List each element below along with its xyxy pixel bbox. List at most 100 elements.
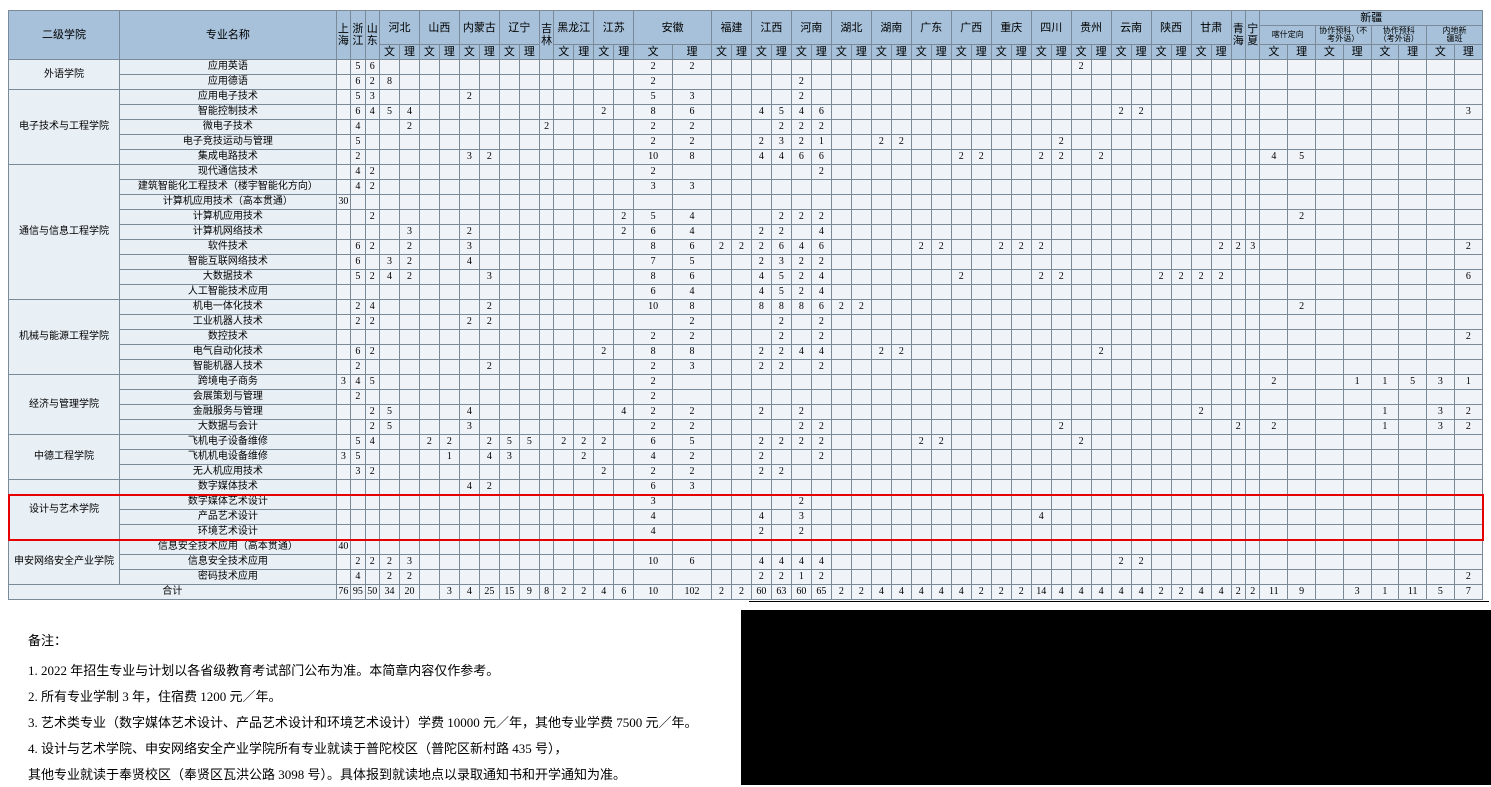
cell-henan_w xyxy=(791,315,811,330)
cell-gx_l xyxy=(971,510,991,525)
cell-hebei_w xyxy=(379,195,399,210)
cell-jilin xyxy=(539,60,553,75)
cell-gd_w xyxy=(911,285,931,300)
cell-ndjb_w xyxy=(1427,480,1455,495)
cell-js_w xyxy=(594,555,614,570)
cell-hlj_w xyxy=(554,420,574,435)
cell-neimeng_w xyxy=(459,375,479,390)
cell-sh xyxy=(336,360,350,375)
cell-shaanxi_l xyxy=(1171,450,1191,465)
cell-gd_l xyxy=(931,120,951,135)
cell-hlj_l xyxy=(574,570,594,585)
total-anhui_l: 102 xyxy=(673,585,712,600)
cell-neimeng_l: 2 xyxy=(479,480,499,495)
cell-ksdx_l xyxy=(1288,375,1316,390)
cell-cq_w xyxy=(991,330,1011,345)
cell-hubei_w xyxy=(831,375,851,390)
cell-shanxi_w xyxy=(419,540,439,555)
cell-qinghai xyxy=(1231,150,1245,165)
cell-henan_l: 6 xyxy=(811,240,831,255)
cell-zj: 6 xyxy=(351,105,365,120)
cell-hunan_l xyxy=(891,75,911,90)
cell-jx_l xyxy=(771,495,791,510)
cell-gx_l xyxy=(971,570,991,585)
cell-ndjb_l xyxy=(1454,345,1482,360)
data-row: 计算机应用技术22542222 xyxy=(9,210,1483,225)
cell-anhui_w xyxy=(634,570,673,585)
cell-js_l xyxy=(614,195,634,210)
cell-sc_l: 2 xyxy=(1051,135,1071,150)
cell-hunan_l xyxy=(891,480,911,495)
total-hubei_w: 2 xyxy=(831,585,851,600)
cell-ndjb_w xyxy=(1427,315,1455,330)
total-ndjb_w: 5 xyxy=(1427,585,1455,600)
cell-xzyk1_w xyxy=(1315,480,1343,495)
cell-gx_w xyxy=(951,75,971,90)
cell-jx_w: 2 xyxy=(751,360,771,375)
sub-wen: 文 xyxy=(791,45,811,60)
cell-sh xyxy=(336,270,350,285)
cell-jx_w: 4 xyxy=(751,555,771,570)
cell-hunan_w xyxy=(871,255,891,270)
cell-gx_l xyxy=(971,360,991,375)
cell-neimeng_l xyxy=(479,105,499,120)
cell-shaanxi_w xyxy=(1151,420,1171,435)
cell-ksdx_l xyxy=(1288,465,1316,480)
cell-sh: 3 xyxy=(336,450,350,465)
cell-ndjb_l xyxy=(1454,90,1482,105)
cell-zj xyxy=(351,495,365,510)
cell-jx_w: 8 xyxy=(751,300,771,315)
cell-xzyk2_l xyxy=(1399,195,1427,210)
cell-gs_l xyxy=(1211,75,1231,90)
total-yn_w: 4 xyxy=(1111,585,1131,600)
cell-ndjb_l: 2 xyxy=(1454,570,1482,585)
cell-shanxi_l xyxy=(439,270,459,285)
cell-gx_w: 2 xyxy=(951,270,971,285)
cell-zj: 3 xyxy=(351,465,365,480)
cell-shaanxi_w xyxy=(1151,375,1171,390)
cell-liaoning_l xyxy=(519,300,539,315)
cell-jilin xyxy=(539,525,553,540)
cell-ksdx_l xyxy=(1288,75,1316,90)
cell-xzyk1_w xyxy=(1315,315,1343,330)
cell-henan_w: 6 xyxy=(791,150,811,165)
cell-anhui_w xyxy=(634,195,673,210)
cell-liaoning_w xyxy=(499,75,519,90)
cell-hebei_l xyxy=(399,420,419,435)
cell-ksdx_w xyxy=(1260,405,1288,420)
cell-shanxi_w xyxy=(419,315,439,330)
cell-zj: 5 xyxy=(351,60,365,75)
college-cell: 中德工程学院 xyxy=(9,435,120,480)
cell-xzyk1_w xyxy=(1315,405,1343,420)
cell-jx_l xyxy=(771,405,791,420)
cell-hlj_l xyxy=(574,210,594,225)
cell-neimeng_l xyxy=(479,120,499,135)
cell-hlj_w xyxy=(554,450,574,465)
cell-gd_w xyxy=(911,135,931,150)
cell-xzyk2_l xyxy=(1399,405,1427,420)
cell-hebei_l xyxy=(399,525,419,540)
sub-li: 理 xyxy=(1343,45,1371,60)
cell-fj_w xyxy=(711,420,731,435)
cell-hebei_w xyxy=(379,60,399,75)
cell-neimeng_l xyxy=(479,255,499,270)
cell-ksdx_l xyxy=(1288,120,1316,135)
major-cell: 人工智能技术应用 xyxy=(120,285,337,300)
cell-sc_l xyxy=(1051,375,1071,390)
cell-hebei_w xyxy=(379,315,399,330)
cell-fj_w xyxy=(711,180,731,195)
col-shaanxi: 陕西 xyxy=(1151,11,1191,45)
cell-yn_l xyxy=(1131,360,1151,375)
cell-xzyk2_w xyxy=(1371,180,1399,195)
data-row: 产品艺术设计4434 xyxy=(9,510,1483,525)
major-cell: 信息安全技术应用 xyxy=(120,555,337,570)
cell-xzyk2_l xyxy=(1399,450,1427,465)
data-row: 大数据与会计2532222222132 xyxy=(9,420,1483,435)
cell-yn_w xyxy=(1111,195,1131,210)
cell-hubei_w xyxy=(831,270,851,285)
cell-xzyk2_w xyxy=(1371,450,1399,465)
cell-hebei_w: 8 xyxy=(379,75,399,90)
cell-yn_l xyxy=(1131,570,1151,585)
cell-hubei_w xyxy=(831,180,851,195)
cell-hunan_w xyxy=(871,195,891,210)
